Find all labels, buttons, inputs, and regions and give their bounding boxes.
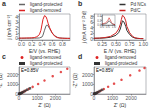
svg-text:Pd/C: Pd/C — [130, 8, 141, 13]
svg-text:E=0.85V: E=0.85V — [21, 68, 38, 73]
svg-text:2: 2 — [90, 30, 93, 36]
svg-text:j (mA cm⁻² Pd): j (mA cm⁻² Pd) — [81, 11, 87, 45]
svg-text:1000: 1000 — [107, 95, 118, 101]
svg-text:0.4: 0.4 — [38, 41, 45, 47]
svg-text:1: 1 — [15, 30, 18, 36]
svg-text:0: 0 — [93, 95, 96, 101]
svg-text:0.25: 0.25 — [97, 41, 107, 47]
svg-text:1000: 1000 — [7, 81, 18, 87]
svg-text:1000: 1000 — [32, 95, 43, 101]
svg-text:Z' (Ω): Z' (Ω) — [38, 102, 51, 108]
svg-text:0.75: 0.75 — [125, 41, 135, 47]
svg-text:8: 8 — [90, 14, 93, 20]
svg-text:ligand-protected: ligand-protected — [105, 61, 138, 66]
svg-text:b: b — [78, 0, 82, 7]
svg-text:E /V (vs. RHE): E /V (vs. RHE) — [104, 48, 137, 54]
svg-text:ligand-removed: ligand-removed — [30, 8, 62, 13]
svg-text:Pd NCs: Pd NCs — [130, 2, 146, 7]
svg-text:0: 0 — [15, 35, 18, 42]
svg-text:0.8: 0.8 — [59, 41, 66, 47]
svg-text:0.0: 0.0 — [18, 41, 25, 47]
svg-text:ligand-removed: ligand-removed — [30, 55, 62, 60]
svg-text:2000: 2000 — [7, 72, 18, 78]
svg-text:1.00: 1.00 — [138, 41, 148, 47]
svg-text:6: 6 — [90, 19, 93, 25]
svg-text:2000: 2000 — [82, 72, 93, 78]
svg-text:-Z'' (Ω): -Z'' (Ω) — [72, 73, 78, 88]
svg-text:0: 0 — [90, 36, 93, 42]
svg-text:3: 3 — [15, 19, 18, 25]
svg-text:E/V (vs. RHE): E/V (vs. RHE) — [29, 48, 60, 54]
svg-text:0: 0 — [18, 95, 21, 101]
svg-text:0.2: 0.2 — [97, 18, 102, 22]
svg-text:ligand-protected: ligand-protected — [30, 2, 63, 7]
svg-text:a: a — [2, 0, 6, 7]
svg-text:2000: 2000 — [126, 95, 137, 101]
svg-text:0.5: 0.5 — [106, 25, 111, 29]
svg-text:ligand-protected: ligand-protected — [30, 61, 63, 66]
svg-text:d: d — [78, 53, 82, 60]
svg-text:Z' (Ω): Z' (Ω) — [114, 102, 127, 108]
svg-text:E=0.85V: E=0.85V — [96, 68, 113, 73]
svg-text:ligand-removed: ligand-removed — [105, 55, 137, 60]
svg-text:0.50: 0.50 — [111, 41, 121, 47]
svg-text:-Z'' (Ω): -Z'' (Ω) — [0, 73, 3, 88]
svg-text:0.2: 0.2 — [28, 41, 35, 47]
svg-text:0.6: 0.6 — [49, 41, 56, 47]
svg-text:j (mA cm⁻²): j (mA cm⁻²) — [6, 14, 12, 40]
svg-text:c: c — [2, 53, 6, 60]
svg-text:0.0: 0.0 — [100, 25, 105, 29]
svg-text:2: 2 — [15, 25, 18, 31]
svg-text:4: 4 — [15, 14, 18, 20]
svg-text:1000: 1000 — [82, 81, 93, 87]
svg-text:4: 4 — [90, 25, 93, 31]
svg-text:1.0: 1.0 — [112, 25, 117, 29]
svg-text:2000: 2000 — [50, 95, 61, 101]
svg-text:0.4: 0.4 — [97, 14, 102, 18]
